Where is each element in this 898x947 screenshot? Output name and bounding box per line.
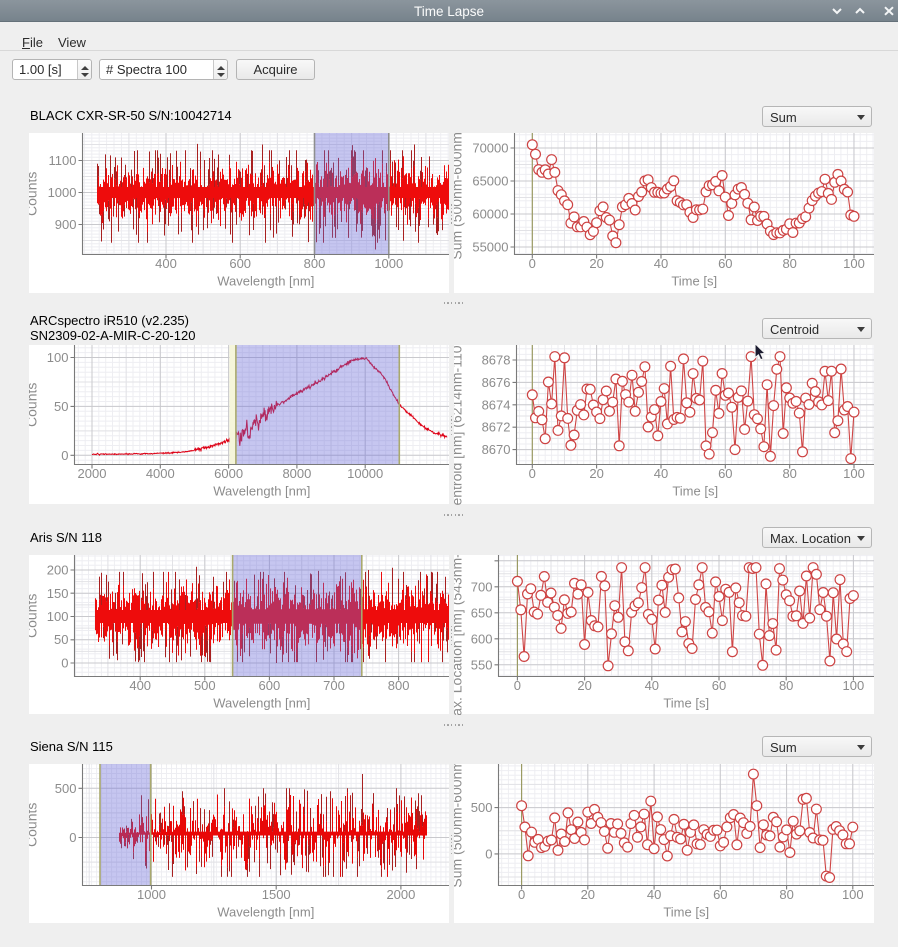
svg-text:60: 60: [712, 678, 726, 693]
svg-text:60: 60: [713, 887, 727, 902]
svg-text:1500: 1500: [262, 887, 291, 902]
svg-text:500: 500: [194, 678, 216, 693]
svg-text:40: 40: [654, 256, 668, 271]
svg-text:10000: 10000: [347, 466, 383, 481]
svg-text:600: 600: [471, 631, 493, 646]
svg-text:8670: 8670: [482, 442, 511, 457]
svg-text:0: 0: [61, 448, 68, 463]
svg-text:60000: 60000: [472, 207, 508, 222]
svg-text:Counts: Counts: [29, 172, 40, 216]
svg-text:ax. Location [nm] (543nm-: ax. Location [nm] (543nm-: [454, 555, 465, 715]
svg-text:40: 40: [654, 466, 668, 481]
svg-text:800: 800: [388, 678, 410, 693]
svg-text:650: 650: [471, 605, 493, 620]
svg-text:Time [s]: Time [s]: [663, 905, 709, 920]
svg-text:Counts: Counts: [29, 594, 40, 638]
svg-text:0: 0: [69, 830, 76, 845]
svg-text:100: 100: [47, 609, 69, 624]
svg-text:200: 200: [47, 563, 69, 578]
svg-text:700: 700: [323, 678, 345, 693]
svg-text:400: 400: [155, 256, 177, 271]
svg-text:20: 20: [577, 678, 591, 693]
svg-text:20: 20: [589, 466, 603, 481]
svg-text:8678: 8678: [482, 353, 511, 368]
svg-text:40: 40: [645, 678, 659, 693]
svg-text:Sum (500nm-600nm): Sum (500nm-600nm): [454, 764, 465, 888]
svg-text:80: 80: [779, 678, 793, 693]
svg-text:20: 20: [581, 887, 595, 902]
svg-text:60: 60: [718, 256, 732, 271]
svg-text:8674: 8674: [482, 397, 511, 412]
svg-text:50: 50: [54, 632, 68, 647]
svg-text:0: 0: [529, 466, 536, 481]
svg-text:0: 0: [514, 678, 521, 693]
svg-text:100: 100: [843, 678, 865, 693]
svg-text:500: 500: [55, 781, 77, 796]
svg-text:40: 40: [647, 887, 661, 902]
svg-text:Wavelength [nm]: Wavelength [nm]: [213, 696, 310, 711]
svg-text:4000: 4000: [146, 466, 175, 481]
svg-text:500: 500: [471, 800, 493, 815]
svg-text:0: 0: [529, 256, 536, 271]
svg-text:Time [s]: Time [s]: [672, 484, 718, 499]
svg-text:1000: 1000: [137, 887, 166, 902]
svg-text:entroid [nm] (6214nm-110: entroid [nm] (6214nm-110: [454, 345, 465, 505]
svg-text:0: 0: [485, 846, 492, 861]
svg-text:800: 800: [304, 256, 326, 271]
svg-text:100: 100: [843, 466, 865, 481]
svg-text:Wavelength [nm]: Wavelength [nm]: [213, 484, 310, 499]
svg-text:8000: 8000: [282, 466, 311, 481]
svg-text:Wavelength [nm]: Wavelength [nm]: [217, 905, 314, 920]
svg-text:900: 900: [55, 217, 77, 232]
svg-text:80: 80: [782, 466, 796, 481]
svg-text:100: 100: [47, 350, 69, 365]
svg-text:8676: 8676: [482, 375, 511, 390]
svg-text:600: 600: [229, 256, 251, 271]
svg-text:50: 50: [54, 399, 68, 414]
svg-text:100: 100: [842, 887, 864, 902]
svg-text:Sum (500nm-600nm): Sum (500nm-600nm): [454, 133, 465, 260]
svg-text:100: 100: [843, 256, 865, 271]
svg-text:400: 400: [129, 678, 151, 693]
svg-text:65000: 65000: [472, 174, 508, 189]
svg-text:6000: 6000: [214, 466, 243, 481]
svg-text:Time [s]: Time [s]: [663, 696, 709, 711]
svg-text:150: 150: [47, 586, 69, 601]
svg-text:Wavelength [nm]: Wavelength [nm]: [217, 274, 314, 289]
svg-text:70000: 70000: [472, 141, 508, 156]
svg-text:80: 80: [782, 256, 796, 271]
svg-text:20: 20: [589, 256, 603, 271]
svg-text:Time [s]: Time [s]: [671, 274, 717, 289]
svg-text:600: 600: [259, 678, 281, 693]
svg-text:8672: 8672: [482, 420, 511, 435]
svg-text:Counts: Counts: [29, 803, 40, 847]
svg-text:Counts: Counts: [29, 383, 40, 427]
svg-text:2000: 2000: [78, 466, 107, 481]
svg-text:2000: 2000: [386, 887, 415, 902]
svg-text:1000: 1000: [374, 256, 403, 271]
svg-text:1000: 1000: [48, 185, 77, 200]
svg-text:550: 550: [471, 657, 493, 672]
svg-text:700: 700: [471, 579, 493, 594]
svg-text:0: 0: [61, 656, 68, 671]
svg-text:80: 80: [779, 887, 793, 902]
svg-text:55000: 55000: [472, 240, 508, 255]
svg-text:1100: 1100: [49, 153, 77, 168]
svg-text:60: 60: [718, 466, 732, 481]
svg-text:0: 0: [518, 887, 525, 902]
